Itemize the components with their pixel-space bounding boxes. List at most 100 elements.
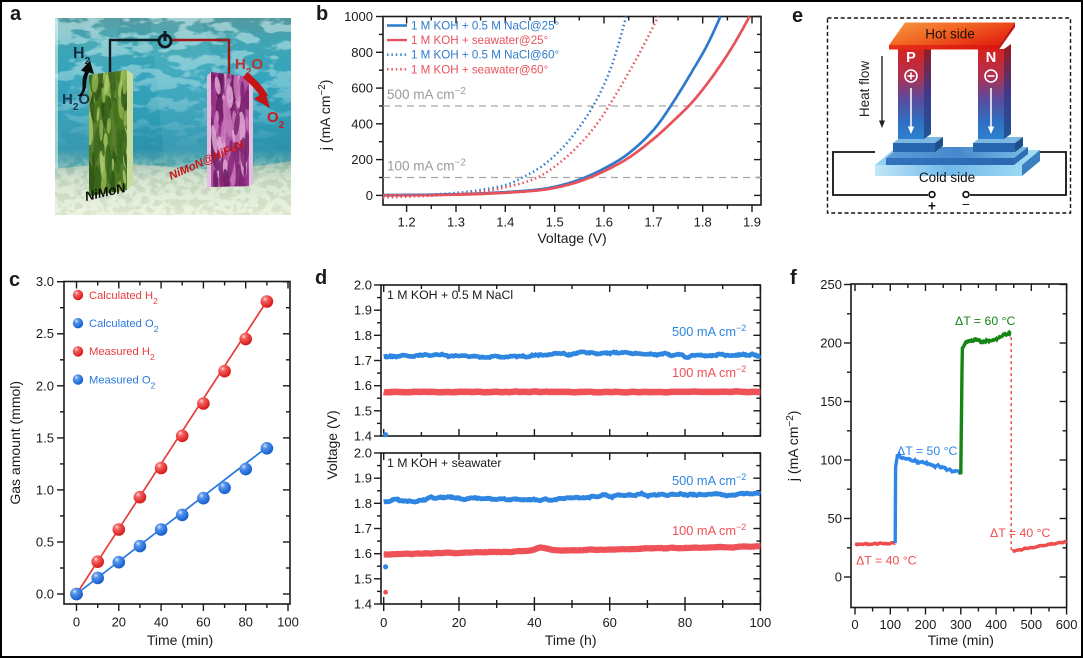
svg-text:Voltage (V): Voltage (V) [537, 230, 606, 246]
svg-text:100: 100 [879, 617, 901, 632]
svg-text:1 M KOH + seawater@60°: 1 M KOH + seawater@60° [411, 63, 548, 76]
svg-text:Gas amount (mmol): Gas amount (mmol) [7, 381, 23, 505]
svg-text:d: d [315, 267, 327, 289]
svg-text:1000: 1000 [344, 9, 373, 24]
svg-text:1.7: 1.7 [644, 214, 662, 229]
svg-text:Voltage (V): Voltage (V) [324, 410, 340, 479]
svg-text:100 mA cm−2: 100 mA cm−2 [672, 364, 746, 380]
svg-text:400: 400 [351, 116, 373, 131]
svg-text:1.3: 1.3 [447, 214, 465, 229]
svg-text:1 M KOH + 0.5 M NaCl@60°: 1 M KOH + 0.5 M NaCl@60° [411, 49, 559, 62]
svg-text:60: 60 [602, 615, 616, 630]
svg-text:500 mA cm−2: 500 mA cm−2 [672, 323, 746, 339]
svg-text:2.0: 2.0 [354, 278, 372, 293]
svg-text:20: 20 [112, 615, 126, 630]
svg-text:2.0: 2.0 [354, 446, 372, 461]
svg-text:Calculated H2: Calculated H2 [89, 290, 158, 306]
svg-text:1 M KOH + 0.5 M NaCl@25°: 1 M KOH + 0.5 M NaCl@25° [411, 20, 559, 33]
svg-text:1.8: 1.8 [354, 328, 372, 343]
svg-text:1.5: 1.5 [546, 214, 564, 229]
svg-text:1.7: 1.7 [354, 353, 372, 368]
svg-text:ΔT = 60 °C: ΔT = 60 °C [955, 314, 1016, 328]
svg-text:1 M KOH + seawater@25°: 1 M KOH + seawater@25° [411, 34, 548, 47]
svg-text:1.5: 1.5 [36, 430, 54, 445]
svg-text:j (mA cm−2): j (mA cm−2) [785, 411, 802, 483]
svg-text:j (mA cm−2): j (mA cm−2) [317, 80, 334, 152]
svg-text:500: 500 [1020, 617, 1042, 632]
svg-text:2.5: 2.5 [36, 326, 54, 341]
svg-text:1.8: 1.8 [354, 496, 372, 511]
svg-text:500 mA cm−2: 500 mA cm−2 [387, 86, 466, 103]
svg-text:80: 80 [238, 615, 252, 630]
svg-text:Time (min): Time (min) [147, 632, 213, 648]
svg-text:e: e [792, 5, 803, 27]
svg-text:H2O: H2O [62, 91, 90, 113]
svg-text:H2O: H2O [235, 56, 263, 78]
svg-text:ΔT = 40 °C: ΔT = 40 °C [856, 554, 917, 568]
svg-text:3.0: 3.0 [36, 274, 54, 289]
svg-text:0.5: 0.5 [36, 535, 54, 550]
svg-text:1.4: 1.4 [354, 597, 372, 612]
svg-text:b: b [316, 3, 328, 25]
svg-text:Measured H2: Measured H2 [89, 346, 155, 362]
svg-text:0: 0 [380, 615, 387, 630]
svg-text:40: 40 [527, 615, 541, 630]
svg-text:40: 40 [154, 615, 168, 630]
svg-text:0: 0 [851, 617, 858, 632]
svg-text:1.4: 1.4 [496, 214, 514, 229]
svg-text:1.6: 1.6 [354, 546, 372, 561]
svg-text:400: 400 [985, 617, 1007, 632]
svg-text:1.6: 1.6 [354, 378, 372, 393]
svg-text:100: 100 [277, 615, 299, 630]
svg-text:150: 150 [820, 394, 842, 409]
svg-text:1.0: 1.0 [36, 482, 54, 497]
svg-text:80: 80 [678, 615, 692, 630]
svg-text:Measured O2: Measured O2 [89, 374, 156, 390]
svg-text:250: 250 [820, 277, 842, 292]
svg-text:200: 200 [915, 617, 937, 632]
svg-text:0: 0 [366, 188, 373, 203]
svg-text:1.8: 1.8 [694, 214, 712, 229]
svg-text:600: 600 [1056, 617, 1078, 632]
svg-text:a: a [10, 3, 22, 25]
svg-text:100: 100 [820, 453, 842, 468]
svg-text:Heat flow: Heat flow [857, 61, 872, 118]
svg-text:1.5: 1.5 [354, 403, 372, 418]
svg-text:1.4: 1.4 [354, 429, 372, 444]
svg-text:0: 0 [835, 570, 842, 585]
svg-text:1.5: 1.5 [354, 571, 372, 586]
svg-text:−: − [962, 197, 970, 212]
svg-text:Hot side: Hot side [925, 27, 975, 42]
svg-text:100: 100 [750, 615, 772, 630]
svg-text:1.6: 1.6 [595, 214, 613, 229]
svg-text:1.9: 1.9 [354, 471, 372, 486]
svg-text:500 mA cm−2: 500 mA cm−2 [672, 472, 746, 488]
svg-text:300: 300 [950, 617, 972, 632]
svg-text:20: 20 [452, 615, 466, 630]
svg-text:1 M KOH + 0.5 M NaCl: 1 M KOH + 0.5 M NaCl [387, 288, 513, 302]
svg-text:60: 60 [196, 615, 210, 630]
svg-text:P: P [906, 50, 916, 66]
svg-text:ΔT = 40 °C: ΔT = 40 °C [990, 526, 1051, 540]
svg-text:1 M KOH + seawater: 1 M KOH + seawater [387, 456, 501, 470]
svg-text:600: 600 [351, 81, 373, 96]
svg-text:100 mA cm−2: 100 mA cm−2 [672, 522, 746, 538]
svg-text:Cold side: Cold side [919, 170, 975, 185]
svg-text:Time (min): Time (min) [928, 632, 994, 648]
svg-text:1.2: 1.2 [398, 214, 416, 229]
svg-text:1.9: 1.9 [354, 303, 372, 318]
svg-text:200: 200 [820, 336, 842, 351]
svg-text:+: + [928, 199, 936, 214]
svg-text:N: N [986, 50, 996, 66]
svg-text:c: c [9, 269, 20, 291]
svg-text:100 mA cm−2: 100 mA cm−2 [387, 157, 466, 174]
svg-text:200: 200 [351, 152, 373, 167]
svg-text:1.9: 1.9 [743, 214, 761, 229]
svg-text:0.0: 0.0 [36, 587, 54, 602]
svg-text:50: 50 [828, 511, 842, 526]
svg-text:0: 0 [73, 615, 80, 630]
svg-text:ΔT = 50 °C: ΔT = 50 °C [897, 444, 958, 458]
svg-text:1.7: 1.7 [354, 521, 372, 536]
svg-text:f: f [790, 267, 797, 289]
svg-text:2.0: 2.0 [36, 378, 54, 393]
